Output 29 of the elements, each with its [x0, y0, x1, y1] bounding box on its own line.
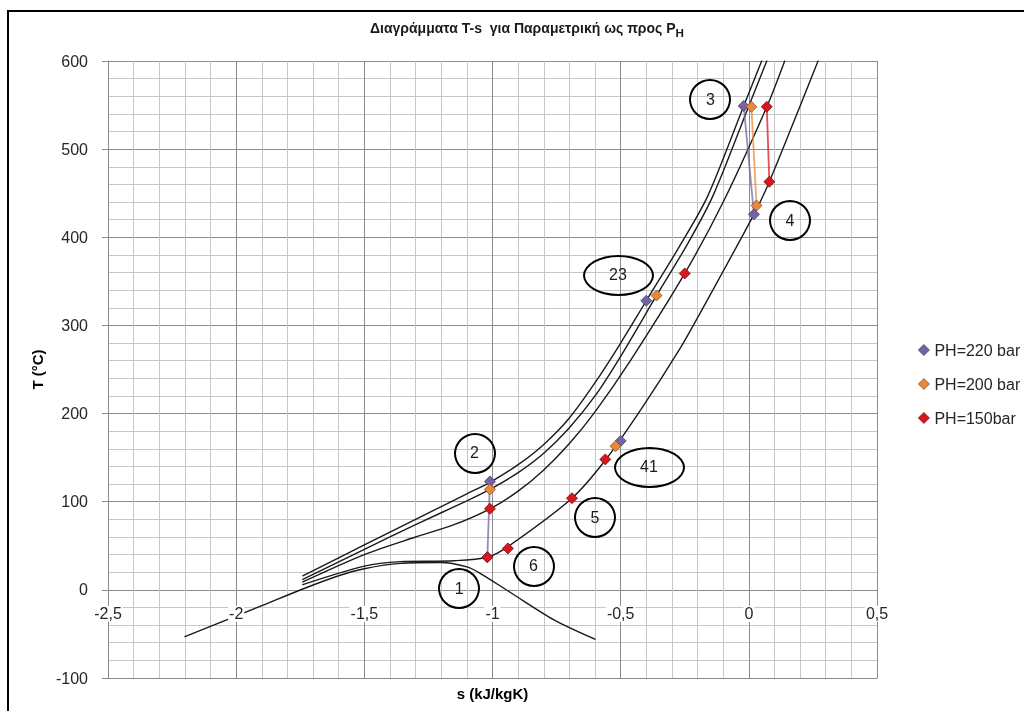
x-tick-label: 0 [744, 605, 754, 623]
annotation: 5 [590, 508, 600, 527]
annotation: 23 [609, 266, 627, 284]
chart-title: Διαγράμματα T-s για Παραμετρική ως προς P$_{H}$ [370, 20, 684, 39]
annotation: 6 [529, 557, 538, 576]
y-axis-title: T (°C) [29, 349, 47, 390]
annotation: 4 [785, 211, 795, 230]
y-tick-label: 200 [61, 405, 89, 423]
annotation: 3 [705, 90, 715, 109]
y-tick-label: 600 [61, 52, 89, 70]
y-tick-label: 400 [61, 228, 89, 246]
y-tick-label: 300 [61, 316, 89, 334]
x-tick-label: -2 [229, 605, 244, 623]
annotation: 41 [640, 458, 658, 476]
x-tick-label: -0,5 [606, 605, 635, 623]
annotation: 2 [470, 444, 479, 463]
y-tick-label: 0 [79, 581, 89, 599]
legend-label: PH=200 bar [934, 375, 1021, 393]
x-tick-label: -1 [485, 605, 500, 623]
x-axis-title: s (kJ/kgK) [456, 685, 529, 702]
legend-label: PH=220 bar [934, 341, 1021, 359]
y-tick-label: 500 [61, 140, 89, 158]
x-tick-label: 0,5 [865, 605, 889, 623]
y-tick-label: -100 [55, 669, 89, 687]
y-tick-label: 100 [61, 493, 89, 511]
x-tick-label: -1,5 [350, 605, 379, 623]
x-tick-label: -2,5 [94, 605, 122, 623]
annotation: 1 [454, 579, 464, 598]
legend-label: PH=150bar [934, 409, 1017, 427]
